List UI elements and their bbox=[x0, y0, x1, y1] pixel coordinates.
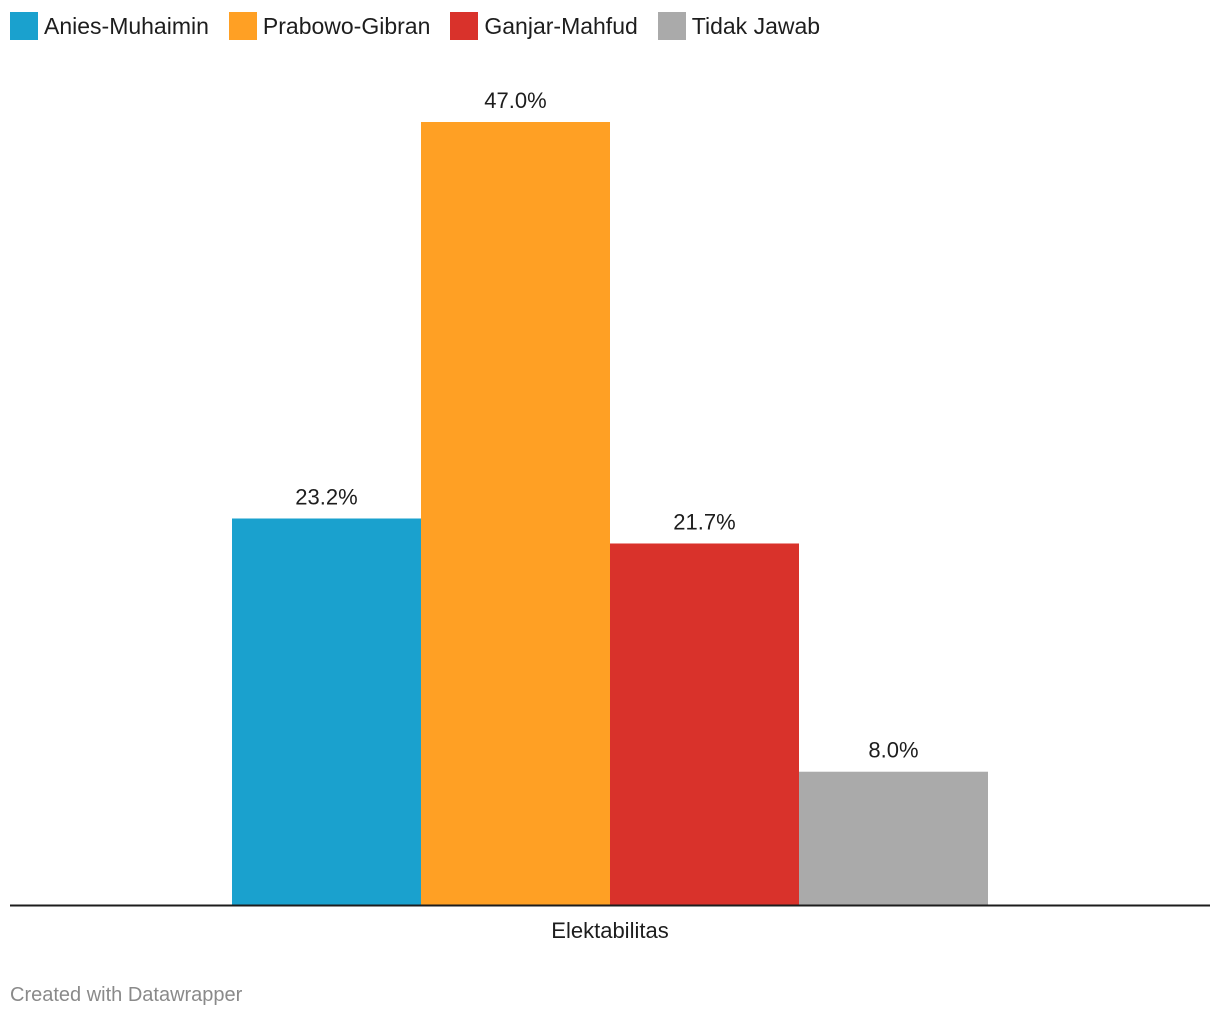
chart-legend: Anies-Muhaimin Prabowo-Gibran Ganjar-Mah… bbox=[10, 12, 840, 40]
legend-label-anies-muhaimin: Anies-Muhaimin bbox=[44, 13, 209, 39]
legend-label-tidak-jawab: Tidak Jawab bbox=[691, 13, 821, 39]
legend-swatch-ganjar-mahfud bbox=[450, 12, 479, 40]
legend-swatch-prabowo-gibran bbox=[228, 12, 257, 40]
legend-label-ganjar-mahfud: Ganjar-Mahfud bbox=[484, 13, 638, 39]
bar-tidak-jawab bbox=[799, 771, 988, 905]
legend-item-ganjar-mahfud: Ganjar-Mahfud bbox=[450, 12, 638, 40]
legend-label-prabowo-gibran: Prabowo-Gibran bbox=[262, 13, 431, 39]
bar-ganjar-mahfud bbox=[610, 543, 799, 905]
x-axis-tick-label: Elektabilitas bbox=[551, 918, 668, 943]
data-label-anies-muhaimin: 23.2% bbox=[295, 484, 357, 509]
legend-swatch-tidak-jawab bbox=[657, 12, 686, 40]
bar-prabowo-gibran bbox=[421, 122, 610, 905]
bar-chart: 23.2% 47.0% 21.7% 8.0% Elektabilitas bbox=[10, 88, 1210, 943]
bar-anies-muhaimin bbox=[232, 518, 421, 905]
data-label-prabowo-gibran: 47.0% bbox=[484, 88, 546, 113]
footer-credit: Created with Datawrapper bbox=[10, 984, 243, 1006]
data-label-tidak-jawab: 8.0% bbox=[868, 738, 918, 763]
data-label-ganjar-mahfud: 21.7% bbox=[673, 509, 735, 534]
legend-item-tidak-jawab: Tidak Jawab bbox=[657, 12, 821, 40]
legend-item-anies-muhaimin: Anies-Muhaimin bbox=[10, 12, 209, 40]
legend-swatch-anies-muhaimin bbox=[10, 12, 38, 40]
legend-item-prabowo-gibran: Prabowo-Gibran bbox=[228, 12, 431, 40]
